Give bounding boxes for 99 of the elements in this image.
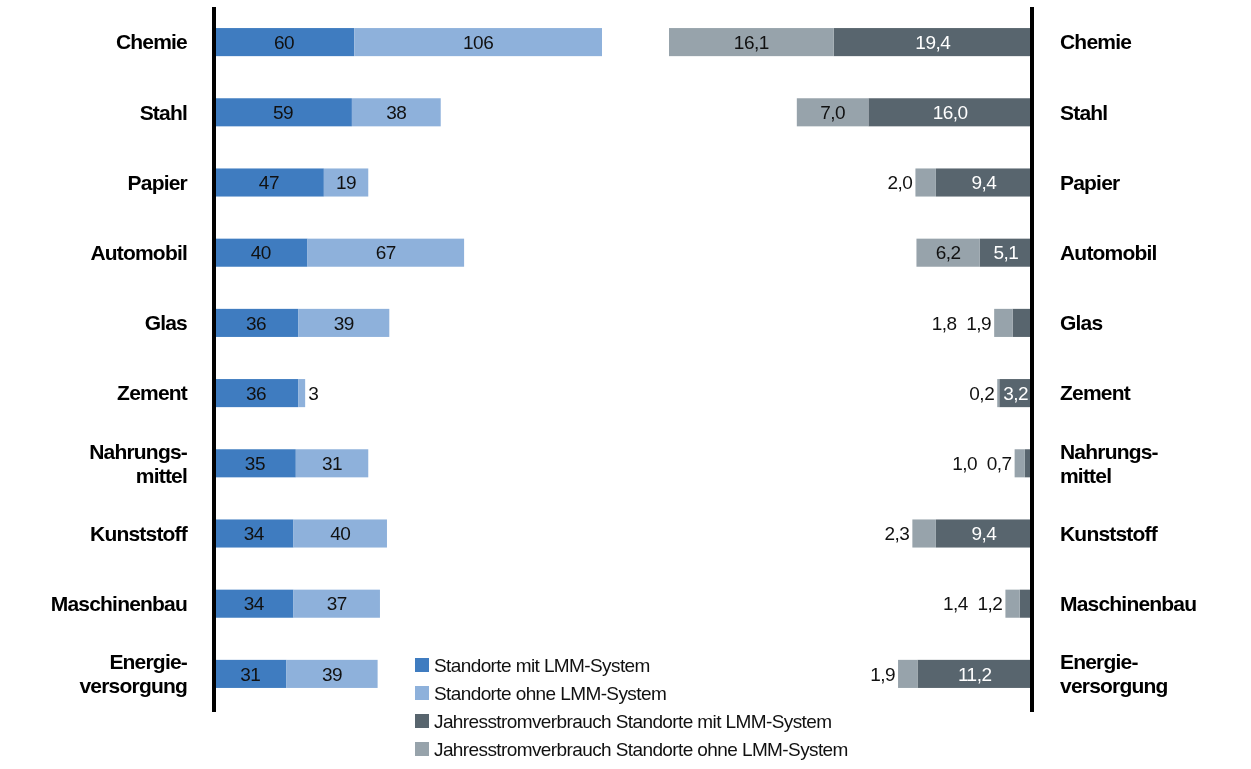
data-label: 0,7 xyxy=(986,452,1012,474)
data-label: 60 xyxy=(274,31,295,53)
y-tick-label: Stahl xyxy=(139,100,187,124)
bar xyxy=(935,168,1032,197)
y-tick-label: Glas xyxy=(1060,311,1103,335)
y-tick-label: Kunststoff xyxy=(1060,521,1159,545)
bar xyxy=(351,98,441,127)
bar xyxy=(935,519,1032,548)
data-label: 2,0 xyxy=(887,172,913,194)
data-label: 7,0 xyxy=(820,101,846,123)
y-tick-label: Kunststoff xyxy=(90,521,189,545)
y-tick-label: Nahrungs- mittel xyxy=(1060,439,1159,487)
data-label: 1,9 xyxy=(870,663,896,685)
bar xyxy=(796,98,869,127)
y-tick-label: Papier xyxy=(127,170,188,194)
data-label: 36 xyxy=(246,382,267,404)
y-tick-label: Stahl xyxy=(1060,100,1108,124)
data-label: 47 xyxy=(258,172,279,194)
bar xyxy=(214,168,324,197)
bar xyxy=(868,98,1032,127)
legend-label: Standorte ohne LMM-System xyxy=(434,682,667,704)
data-label: 3 xyxy=(308,382,319,404)
y-tick-label: Nahrungs- mittel xyxy=(89,439,188,487)
data-label: 9,4 xyxy=(971,523,998,545)
bar xyxy=(1005,589,1020,618)
y-tick-label: Energie- versorgung xyxy=(79,650,188,698)
y-tick-label: Automobil xyxy=(1060,241,1157,265)
bar xyxy=(214,379,299,408)
bar xyxy=(214,659,287,688)
y-tick-label: Automobil xyxy=(90,241,187,265)
y-tick-label: Maschinenbau xyxy=(1060,592,1197,616)
bar xyxy=(293,519,387,548)
data-label: 31 xyxy=(321,452,343,474)
data-label: 34 xyxy=(243,593,265,615)
bar xyxy=(916,238,980,267)
data-label: 2,3 xyxy=(884,523,910,545)
bar xyxy=(214,449,296,478)
data-label: 6,2 xyxy=(935,242,961,264)
data-label: 39 xyxy=(333,312,354,334)
bar xyxy=(214,98,352,127)
data-label: 1,0 xyxy=(952,452,978,474)
bar xyxy=(354,28,602,57)
data-label: 59 xyxy=(272,101,294,123)
legend-label: Jahresstromverbrauch Standorte mit LMM-System xyxy=(434,710,832,732)
data-label: 19 xyxy=(335,172,357,194)
data-label: 40 xyxy=(250,242,271,264)
y-tick-label: Energie- versorgung xyxy=(1060,650,1168,698)
y-tick-label: Papier xyxy=(1060,170,1121,194)
bar xyxy=(912,519,936,548)
data-label: 9,4 xyxy=(971,172,998,194)
bar xyxy=(994,308,1013,337)
data-label: 16,0 xyxy=(932,101,968,123)
data-label: 16,1 xyxy=(733,31,769,53)
bar xyxy=(323,168,369,197)
y-tick-label: Glas xyxy=(144,311,188,335)
bar xyxy=(307,238,465,267)
data-label: 36 xyxy=(246,312,267,334)
legend-label: Jahresstromverbrauch Standorte ohne LMM-System xyxy=(434,738,848,760)
data-label: 31 xyxy=(240,663,261,685)
data-label: 19,4 xyxy=(915,31,952,53)
bar xyxy=(293,589,380,618)
bar xyxy=(214,238,308,267)
data-label: 35 xyxy=(244,452,265,474)
y-tick-label: Chemie xyxy=(1060,30,1132,54)
bar xyxy=(917,659,1032,688)
bar xyxy=(1014,449,1025,478)
bar xyxy=(915,168,936,197)
bar xyxy=(214,28,355,57)
bar xyxy=(298,379,306,408)
data-label: 3,2 xyxy=(1003,382,1029,404)
data-label: 40 xyxy=(330,523,351,545)
y-tick-label: Zement xyxy=(117,381,188,405)
bar xyxy=(833,28,1032,57)
bar xyxy=(295,449,369,478)
data-label: 37 xyxy=(326,593,347,615)
y-tick-label: Maschinenbau xyxy=(50,592,187,616)
legend-label: Standorte mit LMM-System xyxy=(434,654,650,676)
bar xyxy=(214,589,294,618)
data-label: 38 xyxy=(386,101,407,123)
bar xyxy=(286,659,378,688)
data-label: 1,9 xyxy=(966,312,992,334)
y-tick-label: Chemie xyxy=(115,30,188,54)
bar xyxy=(214,308,299,337)
data-label: 0,2 xyxy=(969,382,995,404)
bar xyxy=(669,28,834,57)
data-label: 1,4 xyxy=(942,593,969,615)
bar xyxy=(214,519,294,548)
data-label: 34 xyxy=(243,523,265,545)
data-label: 1,2 xyxy=(977,593,1003,615)
bar xyxy=(898,659,918,688)
data-label: 106 xyxy=(463,31,494,53)
bar xyxy=(997,379,1000,408)
data-label: 5,1 xyxy=(993,242,1019,264)
data-label: 11,2 xyxy=(957,663,992,685)
y-tick-label: Zement xyxy=(1060,381,1131,405)
data-label: 1,8 xyxy=(931,312,957,334)
bar xyxy=(298,308,390,337)
data-label: 39 xyxy=(321,663,343,685)
data-label: 67 xyxy=(375,242,396,264)
